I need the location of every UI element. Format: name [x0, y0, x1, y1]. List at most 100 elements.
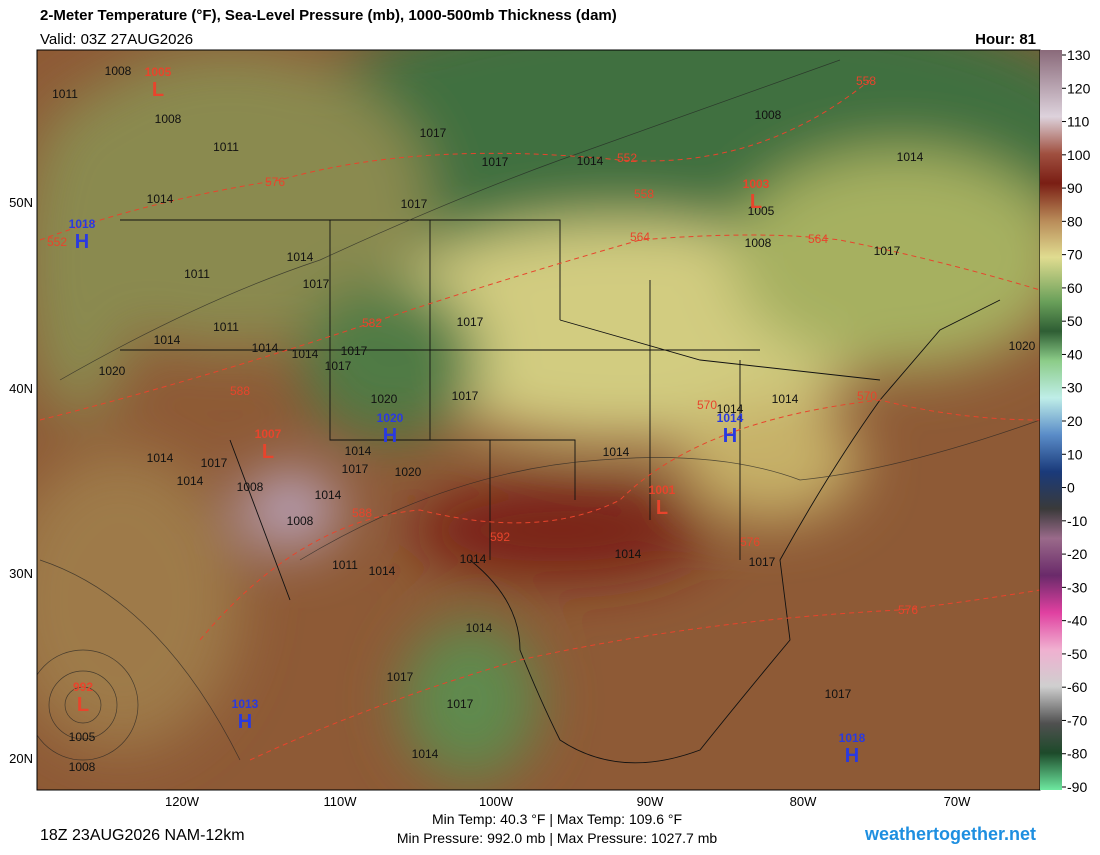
colorbar-tick-label: 20 — [1067, 413, 1083, 429]
thickness-label: 552 — [617, 151, 637, 165]
thickness-label: 588 — [352, 506, 372, 520]
center-letter: H — [238, 711, 252, 733]
colorbar-tick-label: -40 — [1067, 613, 1087, 629]
isobar-label: 1014 — [897, 150, 924, 164]
isobar-label: 1017 — [482, 155, 509, 169]
lon-label: 90W — [637, 794, 664, 809]
center-value: 992 — [73, 680, 93, 694]
isobar-label: 1017 — [325, 359, 352, 373]
isobar-label: 1017 — [341, 344, 368, 358]
isobar-label: 1020 — [395, 465, 422, 479]
temp-range: Min Temp: 40.3 °F | Max Temp: 109.6 °F — [432, 811, 682, 827]
colorbar-tick-label: 0 — [1067, 480, 1075, 496]
isobar-label: 1014 — [147, 451, 174, 465]
isobar-label: 1008 — [237, 480, 264, 494]
isobar-label: 1017 — [447, 697, 474, 711]
isobar-label: 1014 — [577, 154, 604, 168]
lat-label: 40N — [9, 381, 33, 396]
center-value: 1005 — [145, 65, 172, 79]
thickness-label: 576 — [265, 175, 285, 189]
lon-label: 120W — [165, 794, 200, 809]
isobar-label: 1017 — [420, 126, 447, 140]
center-letter: H — [75, 231, 89, 253]
isobar-label: 1008 — [745, 236, 772, 250]
isobar-label: 1014 — [315, 488, 342, 502]
isobar-label: 1017 — [825, 687, 852, 701]
colorbar-tick-label: -30 — [1067, 579, 1087, 595]
colorbar-tick-label: -10 — [1067, 513, 1087, 529]
colorbar-tick-label: 120 — [1067, 80, 1091, 96]
pressure-range: Min Pressure: 992.0 mb | Max Pressure: 1… — [397, 830, 718, 846]
isobar-label: 1011 — [52, 87, 78, 101]
center-value: 1001 — [649, 483, 676, 497]
lat-label: 50N — [9, 195, 33, 210]
lon-label: 80W — [790, 794, 817, 809]
center-value: 1020 — [377, 411, 404, 425]
isobar-label: 1014 — [147, 192, 174, 206]
center-letter: L — [262, 441, 274, 463]
lon-label: 110W — [324, 794, 358, 809]
site-name: weathertogether.net — [864, 824, 1036, 844]
title: 2-Meter Temperature (°F), Sea-Level Pres… — [40, 7, 617, 24]
colorbar-tick-label: 110 — [1067, 114, 1090, 130]
isobar-label: 1011 — [332, 558, 358, 572]
colorbar-tick-label: -20 — [1067, 546, 1087, 562]
thickness-label: 558 — [634, 187, 654, 201]
colorbar-tick-label: 60 — [1067, 280, 1083, 296]
isobar-label: 1011 — [213, 320, 239, 334]
center-value: 1018 — [839, 731, 866, 745]
center-letter: L — [656, 497, 668, 519]
thickness-label: 588 — [230, 384, 250, 398]
model-run: 18Z 23AUG2026 NAM-12km — [40, 827, 245, 844]
forecast-hour: Hour: 81 — [975, 31, 1036, 48]
isobar-label: 1014 — [603, 445, 630, 459]
isobar-label: 1020 — [1009, 339, 1036, 353]
isobar-label: 1008 — [105, 64, 132, 78]
isobar-label: 1017 — [401, 197, 428, 211]
isobar-label: 1014 — [615, 547, 642, 561]
isobar-label: 1014 — [154, 333, 181, 347]
colorbar-tick-label: -80 — [1067, 746, 1087, 762]
colorbar-tick-label: -60 — [1067, 679, 1087, 695]
isobar-label: 1017 — [457, 315, 484, 329]
center-letter: H — [723, 425, 737, 447]
thickness-label: 552 — [47, 235, 67, 249]
lon-label: 70W — [944, 794, 971, 809]
colorbar-ticks: 1301201101009080706050403020100-10-20-30… — [1062, 47, 1091, 795]
thickness-label: 582 — [362, 316, 382, 330]
colorbar-tick-label: 90 — [1067, 180, 1083, 196]
isobar-label: 1014 — [287, 250, 314, 264]
isobar-label: 1008 — [287, 514, 314, 528]
isobar-label: 1020 — [371, 392, 398, 406]
isobar-label: 1014 — [177, 474, 204, 488]
isobar-label: 1014 — [292, 347, 319, 361]
isobar-label: 1017 — [874, 244, 901, 258]
center-value: 1018 — [69, 217, 96, 231]
colorbar-tick-label: 40 — [1067, 346, 1083, 362]
center-letter: H — [845, 745, 859, 767]
colorbar-tick-label: 30 — [1067, 380, 1083, 396]
center-value: 1007 — [255, 427, 282, 441]
lat-label: 20N — [9, 751, 33, 766]
isobar-label: 1008 — [69, 760, 96, 774]
isobar-label: 1020 — [99, 364, 126, 378]
isobar-label: 1005 — [69, 730, 96, 744]
isobar-label: 1014 — [345, 444, 372, 458]
isobar-label: 1008 — [155, 112, 182, 126]
isobar-label: 1014 — [717, 402, 744, 416]
valid-time: Valid: 03Z 27AUG2026 — [40, 31, 193, 48]
lon-label: 100W — [479, 794, 514, 809]
isobar-label: 1017 — [749, 555, 776, 569]
isobar-label: 1014 — [460, 552, 487, 566]
center-letter: L — [152, 79, 164, 101]
thickness-label: 570 — [697, 398, 717, 412]
center-letter: H — [383, 425, 397, 447]
colorbar-tick-label: 70 — [1067, 247, 1083, 263]
thickness-label: 564 — [808, 232, 828, 246]
isobar-label: 1014 — [466, 621, 493, 635]
isobar-label: 1008 — [755, 108, 782, 122]
colorbar-tick-label: 80 — [1067, 213, 1083, 229]
isobar-label: 1017 — [387, 670, 414, 684]
colorbar-tick-label: 50 — [1067, 313, 1083, 329]
center-letter: L — [77, 694, 89, 716]
